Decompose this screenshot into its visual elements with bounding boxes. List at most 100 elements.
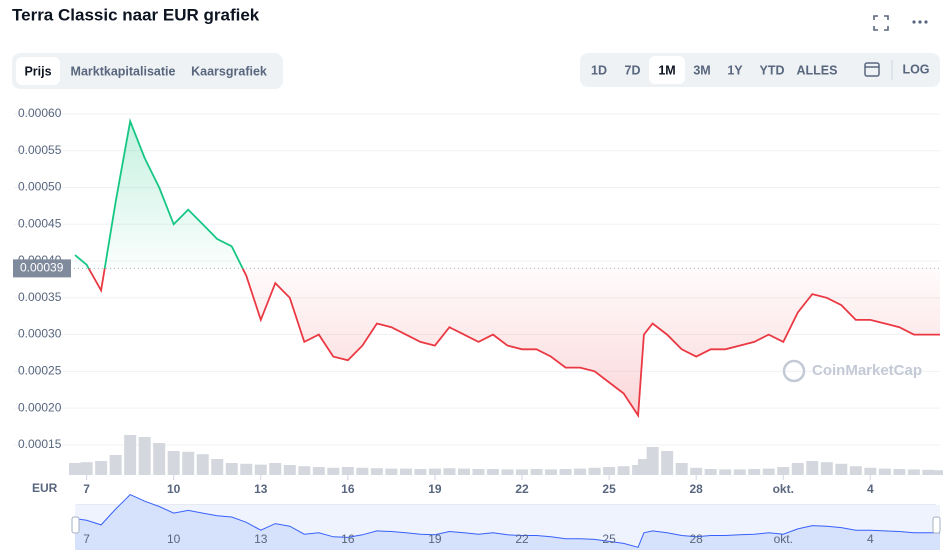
range-label[interactable]: 1M <box>658 63 675 77</box>
fullscreen-icon[interactable] <box>873 15 889 31</box>
volume-bar <box>617 466 630 475</box>
volume-bar <box>588 467 601 475</box>
x-tick-label: 4 <box>867 482 874 496</box>
volume-bar <box>472 469 485 475</box>
y-tick-label: 0.00020 <box>18 400 62 414</box>
y-axis-label: EUR <box>32 481 58 495</box>
range-label[interactable]: 1Y <box>727 63 743 77</box>
volume-bar <box>80 462 93 475</box>
volume-bar <box>603 467 616 475</box>
tab-label[interactable]: Prijs <box>24 64 51 78</box>
navigator-area <box>75 494 940 550</box>
chart-title: Terra Classic naar EUR grafiek <box>12 5 260 24</box>
navigator-handle[interactable] <box>932 516 941 534</box>
volume-bar <box>545 469 558 475</box>
reference-box <box>13 259 71 278</box>
volume-bar <box>907 469 920 475</box>
more-icon[interactable] <box>912 20 928 24</box>
volume-bar <box>457 468 470 475</box>
volume-bar <box>269 463 282 475</box>
volume-bar <box>574 468 587 475</box>
x-tick-label: okt. <box>773 482 794 496</box>
y-tick-label: 0.00055 <box>18 143 62 157</box>
volume-bar <box>646 447 659 475</box>
range-label[interactable]: YTD <box>760 63 785 77</box>
volume-bar <box>211 459 224 475</box>
range-label[interactable]: ALLES <box>797 63 838 77</box>
volume-bar <box>298 466 311 475</box>
volume-bar <box>777 467 790 475</box>
log-button[interactable]: LOG <box>902 62 929 76</box>
volume-bar <box>327 467 340 475</box>
y-tick-label: 0.00015 <box>18 437 62 451</box>
volume-bar <box>704 469 717 475</box>
volume-bar <box>690 467 703 475</box>
tab-label[interactable]: Kaarsgrafiek <box>191 64 267 78</box>
y-tick-label: 0.00060 <box>18 106 62 120</box>
navigator-tick-label: okt. <box>774 532 793 546</box>
volume-bar <box>167 451 180 475</box>
navigator-tick-label: 19 <box>428 532 442 546</box>
volume-bar <box>675 463 688 475</box>
volume-bar <box>516 469 529 475</box>
volume-bar <box>283 465 296 475</box>
y-tick-label: 0.00045 <box>18 216 62 230</box>
volume-bar <box>922 469 935 475</box>
volume-bar <box>806 461 819 475</box>
x-tick-label: 19 <box>428 482 442 496</box>
volume-bar <box>501 469 514 475</box>
calendar-icon[interactable] <box>864 62 880 77</box>
x-tick-label: 16 <box>341 482 355 496</box>
price-line <box>74 118 940 419</box>
volume-bar <box>138 437 151 475</box>
navigator-tick-label: 10 <box>167 532 181 546</box>
navigator-tick-label: 13 <box>254 532 268 546</box>
volume-bar <box>820 462 833 475</box>
x-tick-label: 7 <box>83 482 90 496</box>
volume-bar <box>95 461 108 475</box>
volume-bar <box>791 463 804 475</box>
range-label[interactable]: 1D <box>591 63 607 77</box>
y-tick-label: 0.00025 <box>18 363 62 377</box>
volume-bar <box>428 468 441 475</box>
volume-bar <box>878 468 891 475</box>
x-tick-label: 13 <box>254 482 268 496</box>
volume-bar <box>733 469 746 475</box>
navigator-tick-label: 22 <box>515 532 529 546</box>
volume-bar <box>934 470 943 475</box>
area-fill <box>75 121 940 416</box>
y-tick-label: 0.00035 <box>18 290 62 304</box>
volume-bar <box>762 468 775 475</box>
tab-group <box>12 53 283 89</box>
volume-bar <box>414 469 427 475</box>
reference-label: 0.00039 <box>20 261 64 275</box>
tab-button[interactable] <box>16 57 60 85</box>
tab-label[interactable]: Marktkapitalisatie <box>71 64 176 78</box>
navigator-tick-label: 4 <box>867 532 874 546</box>
volume-bar <box>240 463 253 475</box>
navigator-tick-label: 25 <box>602 532 616 546</box>
volume-bar <box>399 468 412 475</box>
volume-bar <box>124 435 137 475</box>
volume-bar <box>719 469 732 475</box>
volume-bar <box>486 469 499 475</box>
volume-bar <box>254 464 267 475</box>
volume-bar <box>849 466 862 475</box>
volume-bar <box>530 469 543 475</box>
volume-bar <box>312 467 325 475</box>
volume-bar <box>385 468 398 475</box>
navigator-line <box>74 494 940 548</box>
y-tick-label: 0.00030 <box>18 327 62 341</box>
watermark: CoinMarketCap <box>812 362 922 379</box>
volume-bar <box>748 469 761 475</box>
navigator-handle[interactable] <box>71 516 80 534</box>
range-button[interactable] <box>649 56 685 84</box>
range-label[interactable]: 7D <box>625 63 641 77</box>
y-tick-label: 0.00050 <box>18 180 62 194</box>
volume-bar <box>109 455 122 475</box>
navigator-tick-label: 7 <box>83 532 90 546</box>
range-label[interactable]: 3M <box>693 63 710 77</box>
volume-bar <box>341 467 354 475</box>
navigator-tick-label: 16 <box>341 532 355 546</box>
